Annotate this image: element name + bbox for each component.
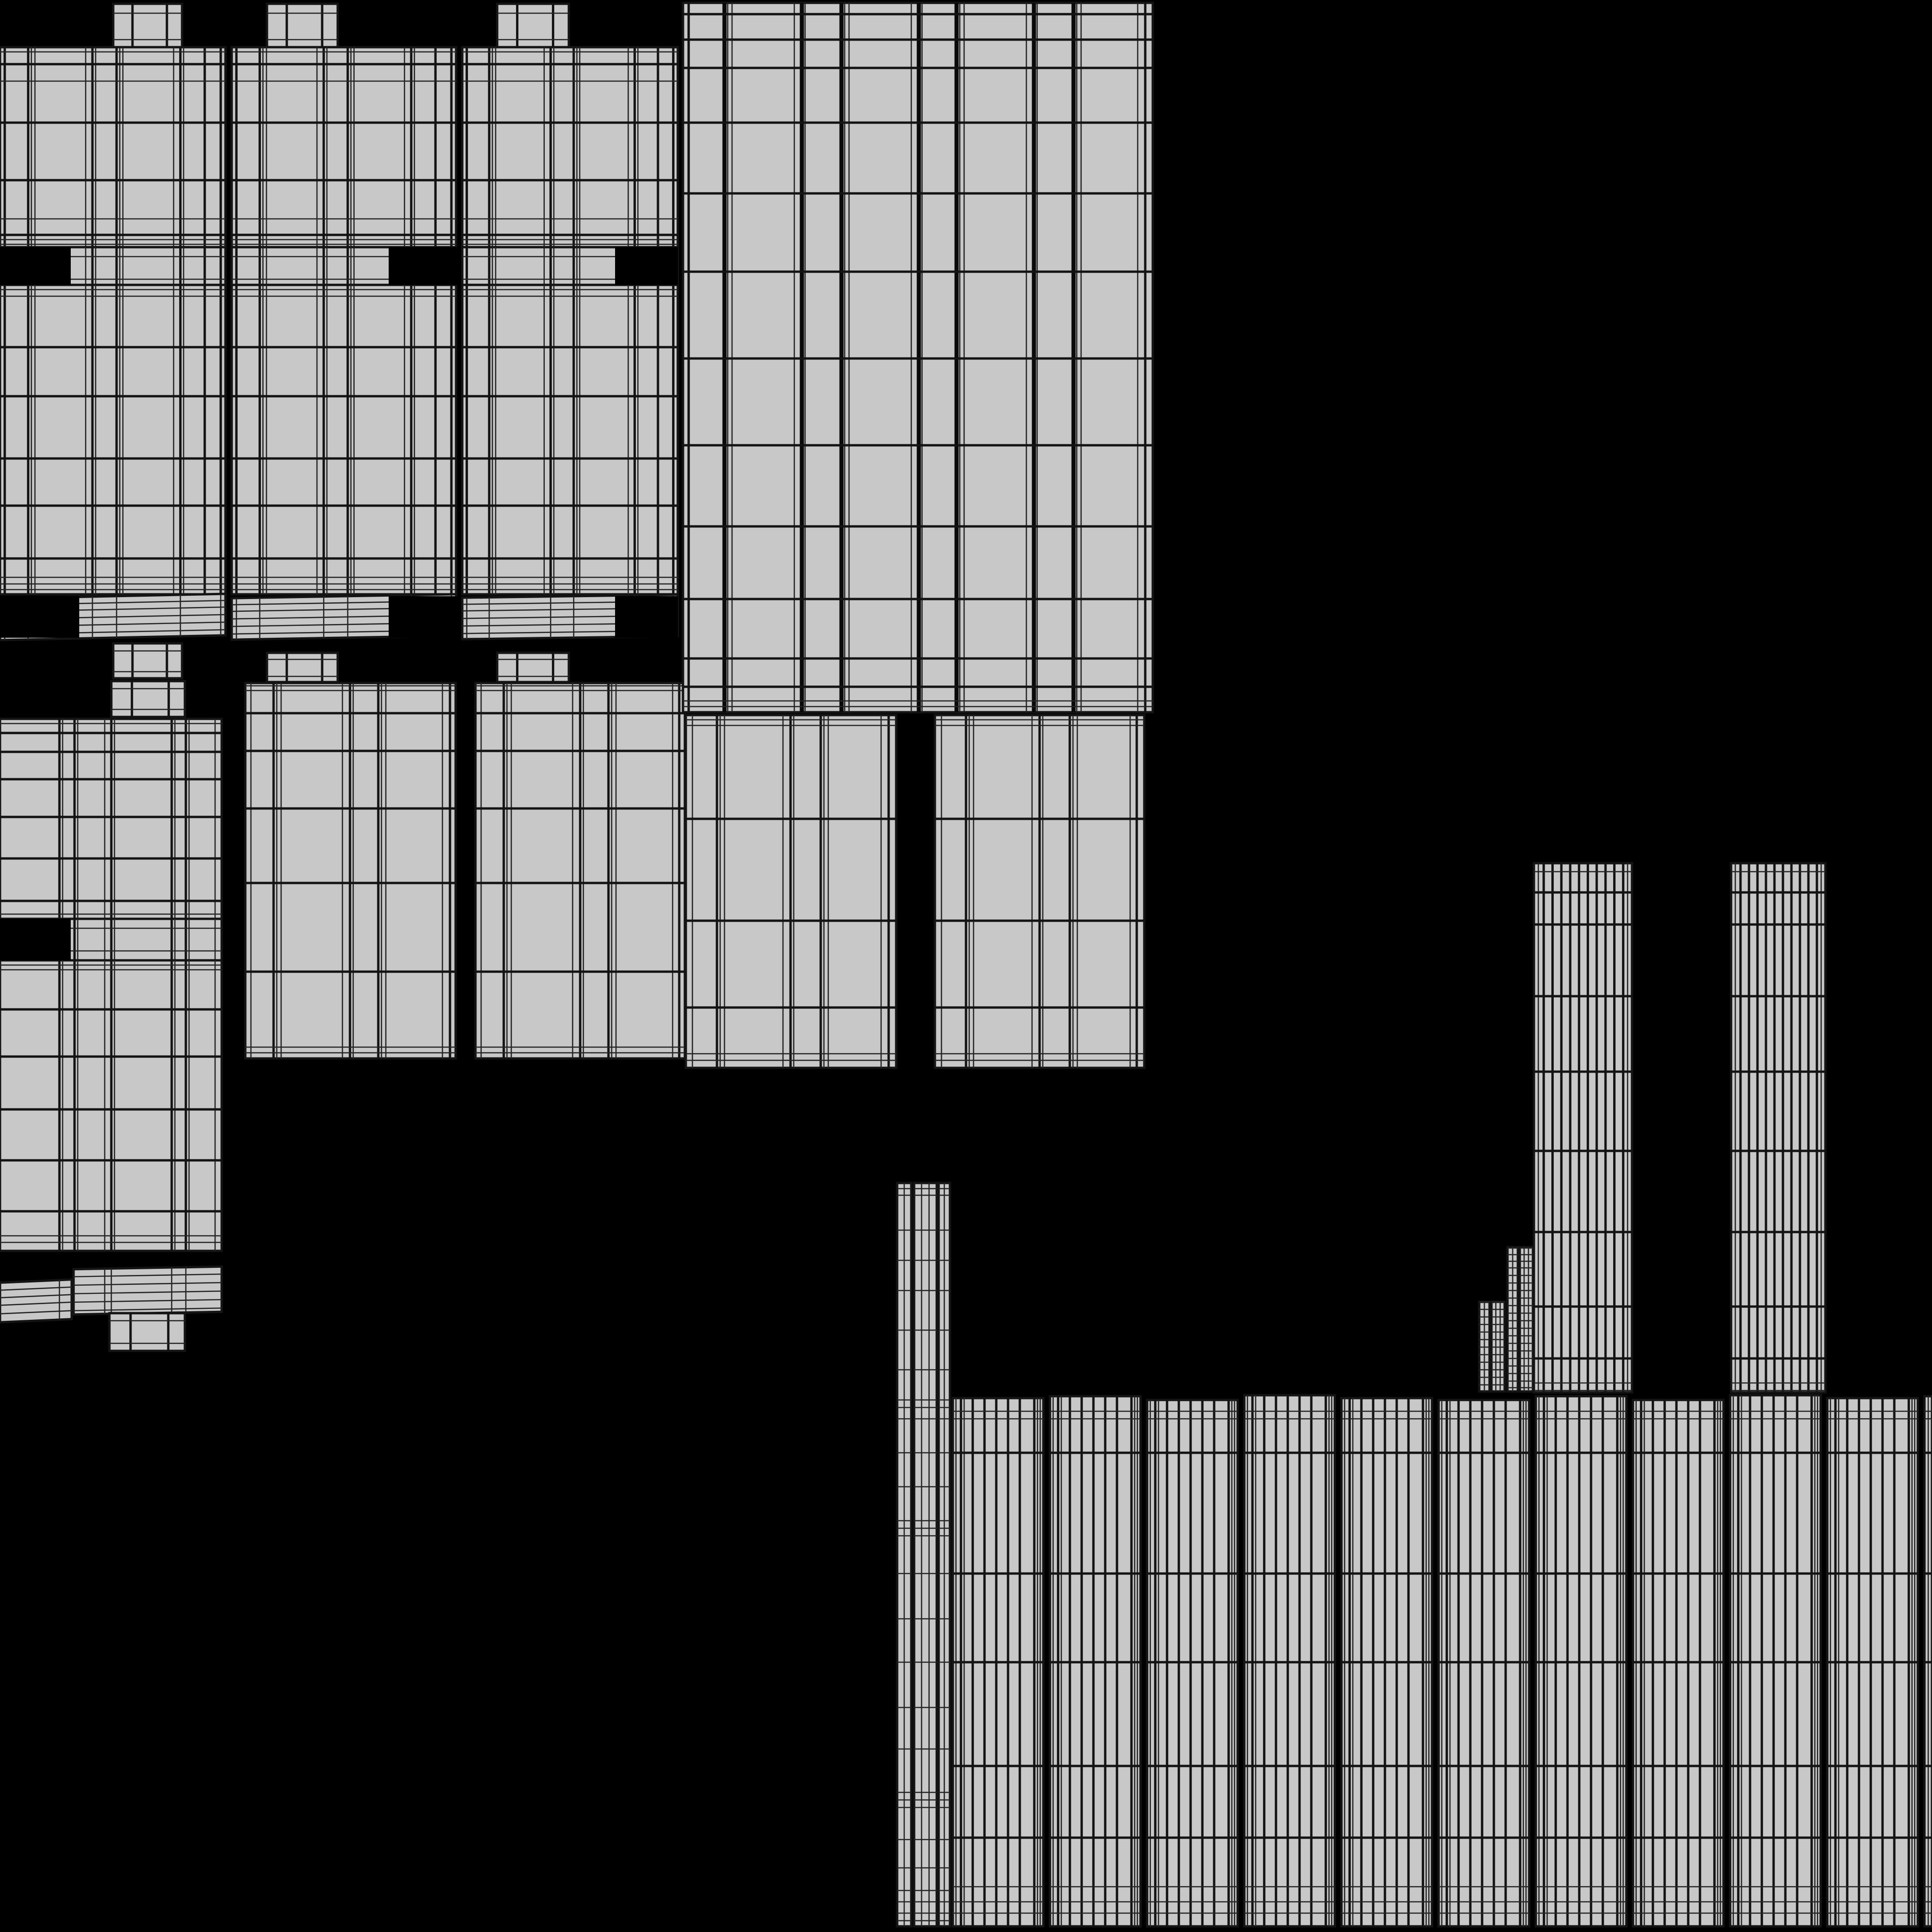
top-group1-tab-bottom: [112, 642, 183, 680]
notch-cluster2-left: [0, 919, 71, 960]
notch-mid-right: [615, 247, 678, 285]
blockA-tab-face: [266, 651, 339, 683]
notch-mid-left: [0, 247, 71, 285]
fence-plank-7: [1534, 1395, 1628, 1928]
fence-plank-1: [951, 1397, 1045, 1928]
cluster2-tab-bottom: [108, 1312, 186, 1352]
top-group2-upper: [230, 46, 458, 249]
cluster2-curved-band-main: [72, 1265, 223, 1316]
small-pair-a1: [1478, 1300, 1491, 1393]
cluster2-upper: [0, 717, 223, 920]
sub-block-left: [684, 714, 898, 1069]
top-group1-upper-face: [0, 46, 227, 249]
top-group1-lower-face: [0, 283, 227, 596]
notch-band-left: [0, 596, 79, 638]
top-group3-tab-top-face: [496, 2, 570, 49]
blockA-tab: [266, 651, 339, 683]
top-group3-tab-top: [496, 2, 570, 49]
fence-plank-9: [1729, 1394, 1822, 1928]
notch-mid-center: [389, 247, 460, 285]
fence-plank-8: [1632, 1399, 1725, 1928]
top-group1-upper: [0, 46, 227, 249]
thin-strip-2: [913, 1182, 938, 1928]
notch-band-right: [615, 596, 678, 638]
tall-column-1-face: [1532, 862, 1633, 1394]
small-pair-a2: [1490, 1300, 1506, 1393]
top-group3-upper: [461, 46, 679, 249]
fence-plank-6: [1437, 1399, 1531, 1928]
top-group2-upper-face: [230, 46, 458, 249]
cluster2-tab-top: [110, 680, 186, 718]
top-group2-lower-face: [230, 283, 458, 596]
fence-plank-2: [1049, 1395, 1142, 1928]
top-group2-tab-top: [266, 2, 339, 49]
top-group3-lower-face: [461, 283, 679, 596]
big-block: [682, 1, 1154, 714]
blockB-tab: [496, 651, 570, 683]
fence-plank-5: [1340, 1397, 1433, 1928]
small-pair-b2: [1518, 1246, 1534, 1393]
medium-block-a: [244, 682, 457, 1060]
tall-column-2-face: [1730, 862, 1827, 1394]
cluster2-lower: [0, 959, 223, 1252]
tall-column-1: [1532, 862, 1633, 1394]
notch-band-center: [389, 596, 460, 638]
top-group1-tab-bottom-face: [112, 642, 183, 680]
thin-strip-3: [937, 1182, 951, 1928]
small-pair-b1: [1506, 1246, 1519, 1393]
fence-plank-9-face: [1729, 1394, 1822, 1928]
top-group2-tab-top-face: [266, 2, 339, 49]
tall-column-2: [1730, 862, 1827, 1394]
small-pair-b2-face: [1518, 1246, 1534, 1393]
top-group1-lower: [0, 283, 227, 596]
cluster2-curved-band-left-face: [0, 1278, 73, 1324]
fence-plank-10: [1826, 1397, 1919, 1928]
top-group2-lower: [230, 283, 458, 596]
blockB-tab-face: [496, 651, 570, 683]
fence-plank-4-face: [1243, 1394, 1336, 1928]
fence-plank-11: [1923, 1395, 1932, 1928]
cluster2-tab-bottom-face: [108, 1312, 186, 1352]
fence-plank-4: [1243, 1394, 1336, 1928]
cluster2-curved-band-main-face: [72, 1265, 223, 1316]
thin-strip-2-face: [913, 1182, 938, 1928]
top-group1-tab-top: [112, 2, 183, 49]
medium-block-b: [474, 682, 686, 1060]
cluster2-tab-top-face: [110, 680, 186, 718]
top-group1-tab-top-face: [112, 2, 183, 49]
top-group3-upper-face: [461, 46, 679, 249]
top-group3-lower: [461, 283, 679, 596]
fence-plank-3: [1146, 1399, 1239, 1928]
thin-strip-1: [896, 1182, 913, 1928]
sub-block-right: [933, 714, 1146, 1069]
cluster2-curved-band-left: [0, 1278, 73, 1324]
